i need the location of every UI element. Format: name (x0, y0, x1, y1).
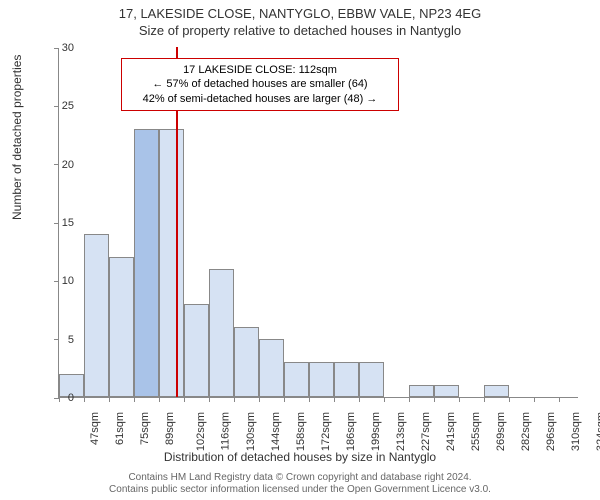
xtick-label: 282sqm (520, 412, 532, 451)
histogram-bar (134, 129, 159, 397)
xtick-label: 310sqm (570, 412, 582, 451)
xtick-mark (484, 397, 485, 402)
histogram-bar (109, 257, 134, 397)
xtick-label: 241sqm (445, 412, 457, 451)
xtick-label: 61sqm (114, 412, 126, 445)
xtick-label: 213sqm (395, 412, 407, 451)
chart-container: 17, LAKESIDE CLOSE, NANTYGLO, EBBW VALE,… (0, 0, 600, 500)
xtick-label: 199sqm (370, 412, 382, 451)
annotation-line: 17 LAKESIDE CLOSE: 112sqm (130, 63, 390, 77)
xtick-mark (109, 397, 110, 402)
histogram-bar (409, 385, 434, 397)
ytick-mark (54, 164, 59, 165)
xtick-label: 144sqm (270, 412, 282, 451)
histogram-bar (159, 129, 184, 397)
y-axis-label: Number of detached properties (10, 55, 24, 220)
histogram-bar (309, 362, 334, 397)
histogram-bar (259, 339, 284, 397)
xtick-mark (84, 397, 85, 402)
xtick-label: 269sqm (495, 412, 507, 451)
ytick-mark (54, 339, 59, 340)
xtick-mark (384, 397, 385, 402)
xtick-mark (534, 397, 535, 402)
ytick-label: 10 (62, 275, 74, 287)
footer-line-2: Contains public sector information licen… (0, 484, 600, 496)
histogram-bar (334, 362, 359, 397)
x-axis-label: Distribution of detached houses by size … (0, 450, 600, 464)
xtick-label: 324sqm (595, 412, 600, 451)
xtick-mark (409, 397, 410, 402)
ytick-label: 30 (62, 42, 74, 54)
xtick-mark (259, 397, 260, 402)
ytick-label: 0 (68, 392, 74, 404)
histogram-bar (209, 269, 234, 397)
xtick-mark (509, 397, 510, 402)
xtick-mark (309, 397, 310, 402)
xtick-label: 75sqm (139, 412, 151, 445)
xtick-mark (434, 397, 435, 402)
xtick-mark (59, 397, 60, 402)
xtick-mark (284, 397, 285, 402)
title-line-1: 17, LAKESIDE CLOSE, NANTYGLO, EBBW VALE,… (0, 0, 600, 21)
histogram-bar (184, 304, 209, 397)
xtick-mark (459, 397, 460, 402)
ytick-mark (54, 223, 59, 224)
xtick-mark (134, 397, 135, 402)
histogram-bar (234, 327, 259, 397)
title-line-2: Size of property relative to detached ho… (0, 21, 600, 38)
ytick-label: 25 (62, 100, 74, 112)
ytick-mark (54, 106, 59, 107)
xtick-label: 186sqm (345, 412, 357, 451)
annotation-line: ← 57% of detached houses are smaller (64… (130, 77, 390, 91)
xtick-label: 102sqm (195, 412, 207, 451)
xtick-mark (559, 397, 560, 402)
annotation-line: 42% of semi-detached houses are larger (… (130, 92, 390, 106)
footer: Contains HM Land Registry data © Crown c… (0, 472, 600, 496)
ytick-label: 20 (62, 159, 74, 171)
xtick-mark (159, 397, 160, 402)
ytick-mark (54, 48, 59, 49)
xtick-label: 47sqm (89, 412, 101, 445)
xtick-mark (234, 397, 235, 402)
xtick-label: 116sqm (219, 412, 231, 450)
xtick-label: 172sqm (320, 412, 332, 451)
xtick-label: 89sqm (164, 412, 176, 445)
xtick-mark (334, 397, 335, 402)
xtick-mark (184, 397, 185, 402)
histogram-bar (359, 362, 384, 397)
annotation-box: 17 LAKESIDE CLOSE: 112sqm← 57% of detach… (121, 58, 399, 111)
ytick-label: 15 (62, 217, 74, 229)
footer-line-1: Contains HM Land Registry data © Crown c… (0, 472, 600, 484)
xtick-label: 255sqm (470, 412, 482, 451)
xtick-label: 130sqm (245, 412, 257, 451)
ytick-label: 5 (68, 334, 74, 346)
plot-area: 17 LAKESIDE CLOSE: 112sqm← 57% of detach… (58, 48, 578, 398)
xtick-label: 296sqm (545, 412, 557, 451)
xtick-label: 158sqm (295, 412, 307, 451)
xtick-mark (359, 397, 360, 402)
histogram-bar (84, 234, 109, 397)
histogram-bar (434, 385, 459, 397)
xtick-label: 227sqm (420, 412, 432, 451)
histogram-bar (284, 362, 309, 397)
xtick-mark (209, 397, 210, 402)
histogram-bar (484, 385, 509, 397)
ytick-mark (54, 281, 59, 282)
